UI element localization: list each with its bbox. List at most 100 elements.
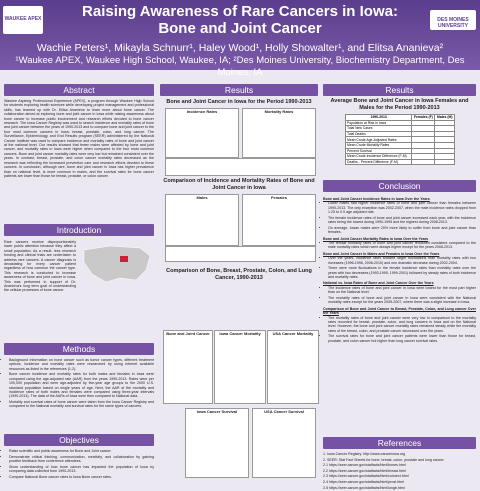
chart-panel: Males — [165, 194, 239, 246]
list-item: The female mortality rates of bone and j… — [328, 241, 476, 250]
poster: { "header": { "title_line1": "Raising Aw… — [0, 0, 480, 480]
chart-subtitle: Bone and Joint Cancer — [166, 331, 210, 336]
list-item: Lower males had higher incidence rates o… — [328, 201, 476, 214]
list: Lower males had higher incidence rates o… — [323, 201, 476, 234]
list: The mortality rates of bone and joint ca… — [323, 316, 476, 344]
references-list: 1. Iowa Cancer Registry. http://www.canc… — [323, 452, 476, 491]
list: 1. Iowa Cancer Registry. http://www.canc… — [323, 452, 476, 490]
table-cell — [434, 119, 455, 127]
list-item: The incidence rates of bone and joint ca… — [328, 286, 476, 295]
chart-subtitle: Females — [270, 195, 287, 200]
table-header-cell: Females (F) — [411, 114, 436, 121]
table-body: Population at Risk in Iowa Total New Case… — [344, 119, 455, 166]
list-item: 2.1 https://seer.cancer.gov/statfacts/ht… — [323, 463, 406, 468]
table-header: 1990-2013 Females (F) Males (M) — [344, 114, 455, 121]
list-item: 2.2 https://seer.cancer.gov/statfacts/ht… — [323, 468, 406, 473]
table-header-cell: Males (M) — [434, 114, 455, 121]
table-cell — [434, 158, 455, 166]
section-heading: Introduction — [4, 224, 154, 236]
table-row: Population at Risk in Iowa — [344, 119, 455, 127]
list-item: 2.5 https://seer.cancer.gov/statfacts/ht… — [323, 485, 405, 490]
chart-panel: USA Cancer Mortality — [267, 330, 319, 404]
table-cell — [411, 158, 436, 166]
table-title: Average Bone and Joint Cancer in Iowa Fe… — [330, 98, 469, 111]
list: The female mortality rates of bone and j… — [323, 241, 476, 250]
list: Raise scientific and public awareness fo… — [4, 449, 154, 479]
logo-left: WAUKEE APEX — [3, 6, 43, 34]
list-item: Demonstrate critical thinking, communica… — [9, 455, 154, 464]
list: Over the years, incidence rates showed l… — [323, 256, 476, 279]
list-item: 2.3 https://seer.cancer.gov/statfacts/ht… — [323, 474, 409, 479]
list: The incidence rates of bone and joint ca… — [323, 286, 476, 305]
list-item: The mortality rates of bone and joint ca… — [328, 316, 476, 334]
chart-panel: Mortality Rates — [242, 108, 316, 158]
chart-title: Bone and Joint Cancer in Iowa for the Pe… — [166, 99, 312, 105]
chart-panel: Incidence Rates — [165, 108, 239, 158]
list-item: Mortality and survival rates of bone can… — [9, 400, 154, 409]
chart-subtitle: Mortality Rates — [264, 109, 294, 114]
logo-right: DES MOINES UNIVERSITY — [430, 10, 476, 30]
title: Raising Awareness of Rare Cancers in Iow… — [82, 3, 398, 20]
conclusion-subheading: Bone and Joint Cancer Incidence Rates in… — [323, 197, 430, 201]
section-heading: Results — [160, 84, 318, 96]
results-table: 1990-2013 Females (F) Males (M) Population … — [344, 114, 455, 166]
section-heading: Results — [323, 84, 476, 96]
chart-subtitle: USA Cancer Survival — [264, 409, 304, 414]
section-heading: Conclusion — [323, 180, 476, 192]
table-header-cell: 1990-2013 — [344, 114, 413, 121]
list-item: Compare National Bone cancer rates to Io… — [9, 475, 154, 479]
affiliations: ¹Waukee APEX, Waukee High School, Waukee… — [15, 55, 465, 78]
conclusion-subheading: Bone and Joint Cancer Mortality Rates in… — [323, 236, 429, 241]
list-item: The female incidence rates of bone and j… — [328, 216, 476, 225]
chart-title: Comparison of Incidence and Mortality Ra… — [163, 178, 315, 191]
chart-subtitle: Incidence Rates — [186, 109, 218, 114]
chart-subtitle: USA Cancer Mortality — [272, 331, 314, 336]
row-label: Population at Risk in Iowa — [344, 119, 413, 127]
section-heading: Abstract — [4, 84, 154, 96]
list-item: 1. Iowa Cancer Registry. http://www.canc… — [323, 452, 406, 456]
intro-text: Rare cancers receive disproportionately … — [4, 240, 76, 293]
list-item: Bone cancer incidence and mortality rate… — [9, 372, 154, 398]
chart-subtitle: Iowa Cancer Survival — [196, 409, 238, 414]
list-item: Raise scientific and public awareness fo… — [9, 449, 154, 453]
header: WAUKEE APEX DES MOINES UNIVERSITY Raisin… — [0, 0, 480, 78]
list-item: The survival rates for bone and joint ca… — [328, 334, 476, 343]
chart-panel: Iowa Cancer Mortality — [214, 330, 266, 404]
abstract-text: Waukee Aspiring Professional Experience … — [4, 99, 154, 178]
chart-subtitle: Males — [196, 195, 208, 200]
row-label: Mean Crude Incidence Difference (F-M) — [344, 153, 413, 160]
chart-panel: Bone and Joint Cancer — [163, 330, 213, 404]
authors: Wachie Peters¹, Mikayla Schnurr¹, Haley … — [36, 42, 444, 54]
conclusion-subheading: Bone and Joint Cancer in Males and Femal… — [323, 251, 440, 256]
list-item: 2. SEER: Stat Fact Sheets for bone, brea… — [323, 457, 445, 462]
chart-title: Comparison of Bone, Breast, Prostate, Co… — [166, 268, 312, 281]
list-item: There were more fluctuations in the fema… — [328, 266, 476, 279]
chart-panel: USA Cancer Survival — [252, 408, 316, 478]
logo-text: DES MOINES UNIVERSITY — [437, 17, 469, 29]
iowa — [120, 256, 128, 262]
map-shape — [83, 245, 151, 283]
list-item: The mortality rates of bone and joint ca… — [328, 296, 476, 305]
conclusion-subheading: National vs. Iowa Rates of Bone and Join… — [323, 281, 434, 286]
table-cell — [411, 119, 436, 127]
row-label: Deaths - Percent Difference (F-M) — [344, 158, 413, 166]
list: Background information on bone cancer su… — [4, 358, 154, 409]
logo-text: WAUKEE APEX — [4, 16, 42, 22]
chart-panel: Iowa Cancer Survival — [185, 408, 249, 478]
section-heading: References — [323, 437, 476, 449]
list-item: 2.4 https://seer.cancer.gov/statfacts/ht… — [323, 479, 404, 484]
title: Bone and Joint Cancer — [158, 20, 322, 37]
data-table — [165, 158, 316, 176]
list-item: On average, Iowan males were 20% more li… — [328, 226, 476, 235]
conclusion-subheading: Comparison of Bone and Joint Cancer to B… — [323, 306, 476, 316]
section-heading: Methods — [4, 343, 154, 355]
section-heading: Objectives — [4, 434, 154, 446]
data-table — [165, 246, 316, 262]
conclusion-text: Bone and Joint Cancer Incidence Rates in… — [323, 195, 476, 344]
methods-list: Background information on bone cancer su… — [4, 358, 154, 410]
chart-panel: Females — [242, 194, 316, 246]
list-item: Over the years, incidence rates showed l… — [328, 256, 476, 265]
us-map — [83, 245, 151, 283]
list-item: Background information on bone cancer su… — [9, 358, 154, 371]
list-item: Show understanding of how bone cancer ha… — [9, 465, 154, 474]
